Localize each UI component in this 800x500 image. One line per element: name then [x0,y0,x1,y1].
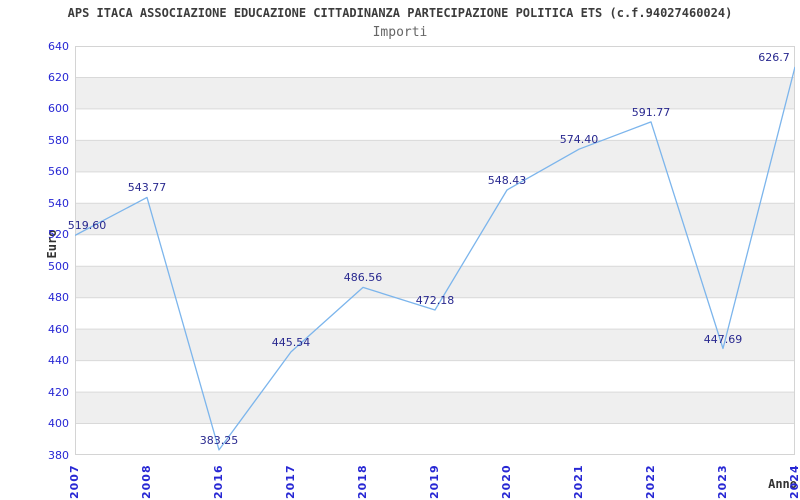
data-point-label: 548.43 [487,174,527,187]
data-point-label: 543.77 [127,181,167,195]
x-tick-label: 2024 [788,464,800,499]
data-point-label: 445.54 [271,335,311,349]
y-tick-label: 420 [48,385,69,399]
y-tick-label: 380 [48,448,69,462]
y-tick-label: 460 [48,322,69,336]
data-point-label: 626.7 [758,50,790,64]
y-tick-label: 500 [48,259,69,273]
y-tick-label: 440 [48,354,69,368]
chart-title: APS ITACA ASSOCIAZIONE EDUCAZIONE CITTAD… [67,6,733,20]
x-tick-label: 2020 [500,464,513,499]
y-tick-label: 520 [48,228,69,242]
data-point-label: 591.77 [631,105,671,119]
y-tick-label: 600 [48,102,69,116]
data-point-label: 486.56 [343,271,383,285]
series-line [75,66,795,451]
plot-band [75,140,795,172]
plot-border [75,46,795,455]
data-point-label: 447.69 [703,332,743,346]
x-tick-label: 2018 [356,464,369,499]
line-chart-plot-area [75,46,795,455]
data-point-label: 472.18 [415,294,455,307]
y-tick-label: 640 [48,39,69,53]
x-tick-label: 2022 [644,464,657,499]
x-axis-title: Anno [768,477,797,491]
y-tick-label: 560 [48,165,69,179]
x-tick-label: 2007 [68,464,81,499]
y-tick-label: 400 [48,417,69,430]
x-tick-label: 2017 [284,464,297,499]
y-tick-label: 480 [48,291,69,305]
x-tick-label: 2019 [428,464,441,499]
data-point-label: 519.60 [67,219,107,233]
chart-canvas [75,46,795,455]
x-tick-label: 2016 [212,464,225,499]
chart-subtitle: Importi [372,25,428,40]
data-point-label: 383.25 [199,433,239,447]
x-tick-label: 2023 [716,464,729,499]
plot-band [75,329,795,361]
x-tick-label: 2008 [140,464,153,499]
plot-band [75,77,795,109]
y-tick-label: 620 [48,71,69,84]
plot-band [75,392,795,424]
y-tick-label: 580 [48,133,69,147]
y-tick-label: 540 [48,196,69,210]
data-point-label: 574.40 [559,133,599,147]
plot-band [75,266,795,298]
x-tick-label: 2021 [572,464,585,499]
plot-band [75,203,795,235]
